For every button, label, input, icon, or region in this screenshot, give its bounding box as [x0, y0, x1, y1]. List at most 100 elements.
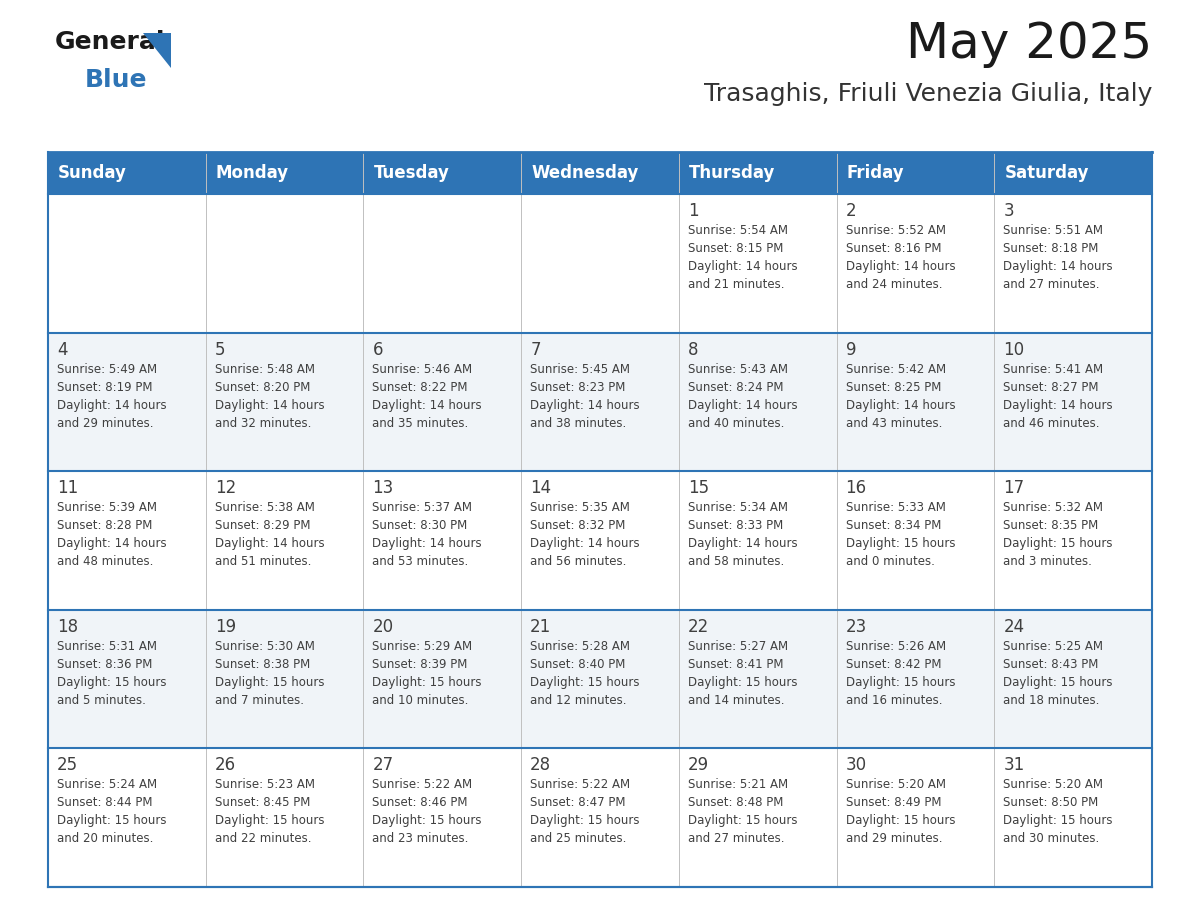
Bar — [994, 332, 1152, 471]
Text: May 2025: May 2025 — [905, 20, 1152, 68]
Bar — [206, 194, 364, 332]
Bar — [48, 152, 206, 194]
Polygon shape — [143, 33, 171, 68]
Bar — [522, 610, 678, 748]
Bar — [522, 152, 678, 194]
Text: 28: 28 — [530, 756, 551, 775]
Text: 22: 22 — [688, 618, 709, 636]
Text: 20: 20 — [372, 618, 393, 636]
Bar — [994, 610, 1152, 748]
Text: Sunrise: 5:21 AM
Sunset: 8:48 PM
Daylight: 15 hours
and 27 minutes.: Sunrise: 5:21 AM Sunset: 8:48 PM Dayligh… — [688, 778, 797, 845]
Bar — [836, 471, 994, 610]
Bar — [364, 332, 522, 471]
Text: 23: 23 — [846, 618, 867, 636]
Text: Thursday: Thursday — [689, 164, 776, 182]
Text: Sunrise: 5:39 AM
Sunset: 8:28 PM
Daylight: 14 hours
and 48 minutes.: Sunrise: 5:39 AM Sunset: 8:28 PM Dayligh… — [57, 501, 166, 568]
Text: Sunrise: 5:20 AM
Sunset: 8:49 PM
Daylight: 15 hours
and 29 minutes.: Sunrise: 5:20 AM Sunset: 8:49 PM Dayligh… — [846, 778, 955, 845]
Text: Sunrise: 5:52 AM
Sunset: 8:16 PM
Daylight: 14 hours
and 24 minutes.: Sunrise: 5:52 AM Sunset: 8:16 PM Dayligh… — [846, 224, 955, 291]
Text: General: General — [55, 30, 165, 54]
Text: Sunrise: 5:22 AM
Sunset: 8:47 PM
Daylight: 15 hours
and 25 minutes.: Sunrise: 5:22 AM Sunset: 8:47 PM Dayligh… — [530, 778, 639, 845]
Bar — [364, 610, 522, 748]
Bar — [364, 194, 522, 332]
Text: Sunrise: 5:48 AM
Sunset: 8:20 PM
Daylight: 14 hours
and 32 minutes.: Sunrise: 5:48 AM Sunset: 8:20 PM Dayligh… — [215, 363, 324, 430]
Text: 15: 15 — [688, 479, 709, 498]
Text: 1: 1 — [688, 202, 699, 220]
Text: Sunrise: 5:28 AM
Sunset: 8:40 PM
Daylight: 15 hours
and 12 minutes.: Sunrise: 5:28 AM Sunset: 8:40 PM Dayligh… — [530, 640, 639, 707]
Text: Friday: Friday — [847, 164, 904, 182]
Bar — [678, 471, 836, 610]
Bar — [994, 471, 1152, 610]
Bar — [522, 194, 678, 332]
Bar — [678, 332, 836, 471]
Bar — [836, 610, 994, 748]
Text: 16: 16 — [846, 479, 867, 498]
Text: 8: 8 — [688, 341, 699, 359]
Bar — [206, 152, 364, 194]
Text: 5: 5 — [215, 341, 226, 359]
Text: Sunrise: 5:20 AM
Sunset: 8:50 PM
Daylight: 15 hours
and 30 minutes.: Sunrise: 5:20 AM Sunset: 8:50 PM Dayligh… — [1004, 778, 1113, 845]
Text: 31: 31 — [1004, 756, 1024, 775]
Bar — [522, 471, 678, 610]
Text: 9: 9 — [846, 341, 857, 359]
Bar — [206, 748, 364, 887]
Text: Trasaghis, Friuli Venezia Giulia, Italy: Trasaghis, Friuli Venezia Giulia, Italy — [703, 82, 1152, 106]
Bar — [522, 332, 678, 471]
Text: 24: 24 — [1004, 618, 1024, 636]
Text: Sunrise: 5:37 AM
Sunset: 8:30 PM
Daylight: 14 hours
and 53 minutes.: Sunrise: 5:37 AM Sunset: 8:30 PM Dayligh… — [372, 501, 482, 568]
Text: Sunrise: 5:22 AM
Sunset: 8:46 PM
Daylight: 15 hours
and 23 minutes.: Sunrise: 5:22 AM Sunset: 8:46 PM Dayligh… — [372, 778, 482, 845]
Text: 14: 14 — [530, 479, 551, 498]
Text: 11: 11 — [57, 479, 78, 498]
Bar — [206, 610, 364, 748]
Text: 12: 12 — [215, 479, 236, 498]
Bar — [994, 194, 1152, 332]
Text: Saturday: Saturday — [1004, 164, 1088, 182]
Text: Tuesday: Tuesday — [373, 164, 449, 182]
Text: Sunrise: 5:45 AM
Sunset: 8:23 PM
Daylight: 14 hours
and 38 minutes.: Sunrise: 5:45 AM Sunset: 8:23 PM Dayligh… — [530, 363, 640, 430]
Text: Sunrise: 5:32 AM
Sunset: 8:35 PM
Daylight: 15 hours
and 3 minutes.: Sunrise: 5:32 AM Sunset: 8:35 PM Dayligh… — [1004, 501, 1113, 568]
Bar — [364, 748, 522, 887]
Bar — [364, 152, 522, 194]
Text: Sunrise: 5:41 AM
Sunset: 8:27 PM
Daylight: 14 hours
and 46 minutes.: Sunrise: 5:41 AM Sunset: 8:27 PM Dayligh… — [1004, 363, 1113, 430]
Text: 29: 29 — [688, 756, 709, 775]
Text: Monday: Monday — [216, 164, 289, 182]
Text: Sunrise: 5:46 AM
Sunset: 8:22 PM
Daylight: 14 hours
and 35 minutes.: Sunrise: 5:46 AM Sunset: 8:22 PM Dayligh… — [372, 363, 482, 430]
Text: Sunrise: 5:23 AM
Sunset: 8:45 PM
Daylight: 15 hours
and 22 minutes.: Sunrise: 5:23 AM Sunset: 8:45 PM Dayligh… — [215, 778, 324, 845]
Bar — [994, 748, 1152, 887]
Bar — [48, 332, 206, 471]
Bar — [678, 748, 836, 887]
Text: Sunday: Sunday — [58, 164, 127, 182]
Text: Sunrise: 5:34 AM
Sunset: 8:33 PM
Daylight: 14 hours
and 58 minutes.: Sunrise: 5:34 AM Sunset: 8:33 PM Dayligh… — [688, 501, 797, 568]
Bar — [836, 152, 994, 194]
Bar — [48, 748, 206, 887]
Text: Wednesday: Wednesday — [531, 164, 638, 182]
Bar — [522, 748, 678, 887]
Bar — [48, 610, 206, 748]
Text: 7: 7 — [530, 341, 541, 359]
Text: 4: 4 — [57, 341, 68, 359]
Text: Sunrise: 5:51 AM
Sunset: 8:18 PM
Daylight: 14 hours
and 27 minutes.: Sunrise: 5:51 AM Sunset: 8:18 PM Dayligh… — [1004, 224, 1113, 291]
Text: 6: 6 — [372, 341, 383, 359]
Bar — [48, 194, 206, 332]
Text: 27: 27 — [372, 756, 393, 775]
Text: Sunrise: 5:24 AM
Sunset: 8:44 PM
Daylight: 15 hours
and 20 minutes.: Sunrise: 5:24 AM Sunset: 8:44 PM Dayligh… — [57, 778, 166, 845]
Text: 30: 30 — [846, 756, 867, 775]
Text: Sunrise: 5:38 AM
Sunset: 8:29 PM
Daylight: 14 hours
and 51 minutes.: Sunrise: 5:38 AM Sunset: 8:29 PM Dayligh… — [215, 501, 324, 568]
Text: Sunrise: 5:30 AM
Sunset: 8:38 PM
Daylight: 15 hours
and 7 minutes.: Sunrise: 5:30 AM Sunset: 8:38 PM Dayligh… — [215, 640, 324, 707]
Text: Sunrise: 5:26 AM
Sunset: 8:42 PM
Daylight: 15 hours
and 16 minutes.: Sunrise: 5:26 AM Sunset: 8:42 PM Dayligh… — [846, 640, 955, 707]
Text: Sunrise: 5:31 AM
Sunset: 8:36 PM
Daylight: 15 hours
and 5 minutes.: Sunrise: 5:31 AM Sunset: 8:36 PM Dayligh… — [57, 640, 166, 707]
Bar — [994, 152, 1152, 194]
Bar — [206, 332, 364, 471]
Text: Sunrise: 5:27 AM
Sunset: 8:41 PM
Daylight: 15 hours
and 14 minutes.: Sunrise: 5:27 AM Sunset: 8:41 PM Dayligh… — [688, 640, 797, 707]
Text: Sunrise: 5:42 AM
Sunset: 8:25 PM
Daylight: 14 hours
and 43 minutes.: Sunrise: 5:42 AM Sunset: 8:25 PM Dayligh… — [846, 363, 955, 430]
Text: Sunrise: 5:35 AM
Sunset: 8:32 PM
Daylight: 14 hours
and 56 minutes.: Sunrise: 5:35 AM Sunset: 8:32 PM Dayligh… — [530, 501, 640, 568]
Text: Sunrise: 5:43 AM
Sunset: 8:24 PM
Daylight: 14 hours
and 40 minutes.: Sunrise: 5:43 AM Sunset: 8:24 PM Dayligh… — [688, 363, 797, 430]
Bar — [836, 748, 994, 887]
Text: 2: 2 — [846, 202, 857, 220]
Bar — [206, 471, 364, 610]
Bar — [836, 332, 994, 471]
Bar — [678, 152, 836, 194]
Bar — [836, 194, 994, 332]
Text: Blue: Blue — [86, 68, 147, 92]
Text: 10: 10 — [1004, 341, 1024, 359]
Text: Sunrise: 5:54 AM
Sunset: 8:15 PM
Daylight: 14 hours
and 21 minutes.: Sunrise: 5:54 AM Sunset: 8:15 PM Dayligh… — [688, 224, 797, 291]
